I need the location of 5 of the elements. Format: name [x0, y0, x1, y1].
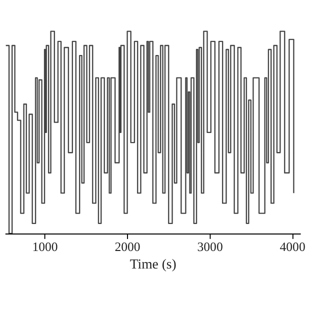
x-tick-label: 2000: [114, 240, 140, 254]
x-tick-label: 3000: [197, 240, 223, 254]
x-tick-label: 1000: [32, 240, 58, 254]
x-axis-title: Time (s): [130, 256, 176, 272]
x-tick-label: 4000: [280, 240, 306, 254]
